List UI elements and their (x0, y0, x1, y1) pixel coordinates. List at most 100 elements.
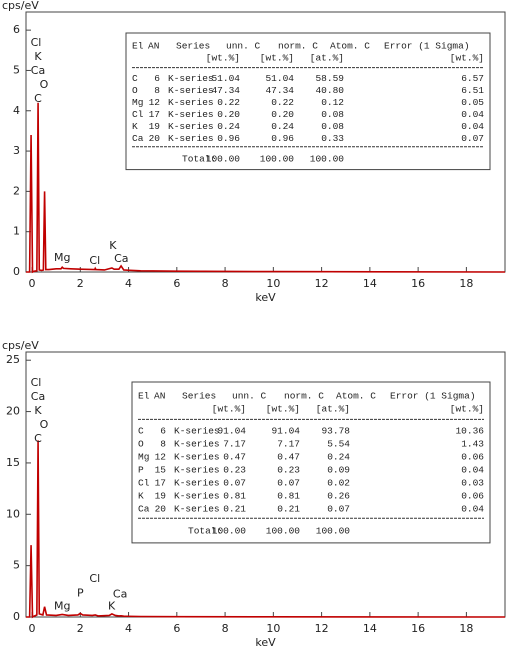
table-header: AN (148, 41, 159, 52)
table-cell: 0.47 (277, 452, 300, 463)
table-cell: 6 (154, 73, 160, 84)
table-header: El (138, 391, 150, 402)
table-cell: Ca (138, 504, 150, 515)
table-unit: [at.%] (310, 53, 344, 64)
table-cell: 6.51 (461, 85, 484, 96)
table-total: 100.00 (266, 526, 301, 537)
table-cell: 40.80 (315, 85, 344, 96)
peak-label: Cl (89, 254, 100, 267)
table-unit: [wt.%] (260, 53, 294, 64)
x-axis-label: keV (255, 636, 276, 649)
table-cell: 0.20 (217, 109, 240, 120)
x-tick-label: 12 (315, 622, 329, 635)
table-cell: K-series (168, 97, 214, 108)
spectrum-line (26, 440, 506, 619)
table-cell: 0.06 (461, 491, 484, 502)
table-cell: 0.08 (321, 109, 344, 120)
y-tick-label: 1 (13, 225, 20, 238)
table-header: Error (1 Sigma) (390, 391, 476, 402)
table-header: unn. C (226, 41, 261, 52)
table-cell: 20 (149, 133, 161, 144)
x-tick-label: 0 (29, 622, 36, 635)
peak-label: Ca (31, 390, 45, 403)
table-cell: 0.24 (271, 121, 294, 132)
table-cell: 0.02 (327, 478, 350, 489)
table-cell: 0.06 (461, 452, 484, 463)
table-header: Atom. C (336, 391, 376, 402)
table-cell: 0.07 (277, 478, 300, 489)
table-cell: 0.22 (271, 97, 294, 108)
table-cell: 0.47 (223, 452, 246, 463)
table-header: Error (1 Sigma) (384, 41, 470, 52)
peak-label: Ca (113, 587, 127, 600)
table-cell: 20 (155, 504, 167, 515)
table-cell: 0.96 (217, 133, 240, 144)
peak-label: Mg (54, 600, 70, 613)
peak-label: Cl (31, 36, 42, 49)
table-cell: 0.07 (327, 504, 350, 515)
table-cell: K-series (174, 426, 220, 437)
table-cell: Ca (132, 133, 144, 144)
table-cell: 19 (149, 121, 161, 132)
table-cell: 12 (155, 452, 167, 463)
table-cell: C (138, 426, 144, 437)
x-tick-label: 4 (125, 622, 132, 635)
table-cell: O (138, 439, 144, 450)
x-axis-label: keV (255, 291, 276, 304)
x-tick-label: 8 (222, 277, 229, 290)
y-tick-label: 15 (6, 456, 20, 469)
table-cell: 51.04 (211, 73, 240, 84)
table-cell: 10.36 (455, 426, 484, 437)
table-cell: K-series (174, 465, 220, 476)
table-header: Series (176, 41, 210, 52)
peak-label: Ca (31, 64, 45, 77)
table-cell: 0.12 (321, 97, 344, 108)
table-unit: [wt.%] (212, 404, 246, 415)
table-total: 100.00 (310, 153, 345, 164)
x-tick-label: 16 (411, 277, 425, 290)
table-header: AN (154, 391, 165, 402)
table-cell: K-series (168, 73, 214, 84)
table-cell: 0.08 (321, 121, 344, 132)
table-cell: 6 (160, 426, 166, 437)
x-tick-label: 12 (315, 277, 329, 290)
table-cell: K-series (168, 121, 214, 132)
peak-label: Ca (114, 252, 128, 265)
x-tick-label: 8 (222, 622, 229, 635)
table-cell: K-series (168, 133, 214, 144)
table-cell: 5.54 (327, 439, 350, 450)
table-cell: 91.04 (271, 426, 300, 437)
peak-label: P (77, 586, 84, 599)
x-tick-label: 0 (29, 277, 36, 290)
y-axis-label: cps/eV (2, 0, 39, 12)
table-cell: 0.22 (217, 97, 240, 108)
table-total-label: Total: (188, 526, 222, 537)
table-cell: K-series (174, 452, 220, 463)
y-tick-label: 5 (13, 559, 20, 572)
table-cell: 0.21 (277, 504, 300, 515)
y-tick-label: 5 (13, 63, 20, 76)
table-unit: [wt.%] (266, 404, 300, 415)
y-tick-label: 10 (6, 507, 20, 520)
x-tick-label: 6 (173, 622, 180, 635)
table-cell: 12 (149, 97, 161, 108)
peak-label: C (34, 92, 42, 105)
x-tick-label: 10 (266, 622, 280, 635)
table-cell: 47.34 (211, 85, 240, 96)
y-tick-label: 0 (13, 610, 20, 623)
peak-label: Cl (89, 572, 100, 585)
table-box (131, 381, 491, 544)
table-cell: 0.24 (217, 121, 240, 132)
table-total-label: Total: (182, 153, 216, 164)
table-cell: 0.03 (461, 478, 484, 489)
x-tick-label: 4 (125, 277, 132, 290)
table-cell: K-series (174, 439, 220, 450)
table-cell: K-series (174, 478, 220, 489)
table-cell: 0.04 (461, 109, 484, 120)
table-cell: 0.23 (277, 465, 300, 476)
table-total: 100.00 (212, 526, 247, 537)
table-cell: 1.43 (461, 439, 484, 450)
table-cell: 0.07 (223, 478, 246, 489)
table-header: unn. C (232, 391, 267, 402)
table-cell: K (138, 491, 144, 502)
